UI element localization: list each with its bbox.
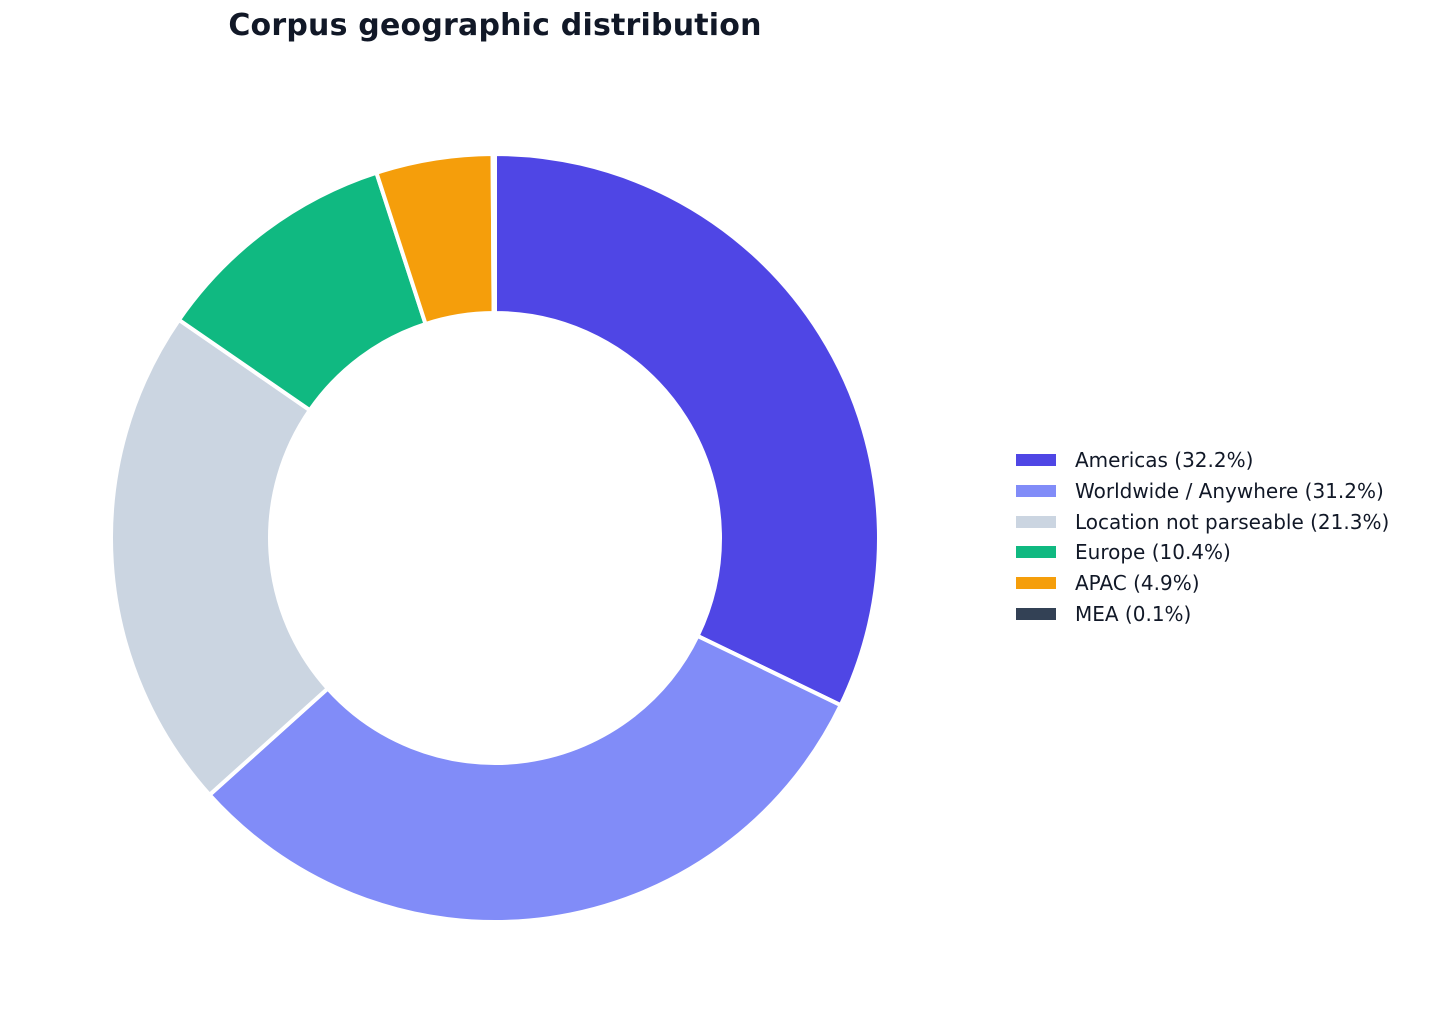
legend-swatch: [1016, 515, 1056, 528]
slice-location-not-parseable: [109, 317, 331, 798]
slice-americas: [493, 151, 881, 708]
legend-label: Location not parseable (21.3%): [1075, 509, 1390, 534]
legend-swatch: [1016, 484, 1056, 497]
legend-label: Europe (10.4%): [1075, 540, 1231, 565]
slice-mea: [490, 151, 497, 316]
chart-title: Corpus geographic distribution: [228, 8, 762, 43]
legend-swatch: [1016, 577, 1056, 590]
legend-swatch: [1016, 454, 1056, 466]
legend-label: Worldwide / Anywhere (31.2%): [1075, 478, 1384, 503]
legend-label: APAC (4.9%): [1075, 571, 1200, 596]
legend-swatch: [1016, 546, 1056, 559]
legend-label: MEA (0.1%): [1075, 601, 1192, 626]
legend-swatch: [1016, 607, 1056, 620]
legend-label: Americas (32.2%): [1075, 448, 1254, 472]
slice-worldwide-anywhere: [206, 633, 844, 924]
donut-slices: [109, 151, 881, 924]
